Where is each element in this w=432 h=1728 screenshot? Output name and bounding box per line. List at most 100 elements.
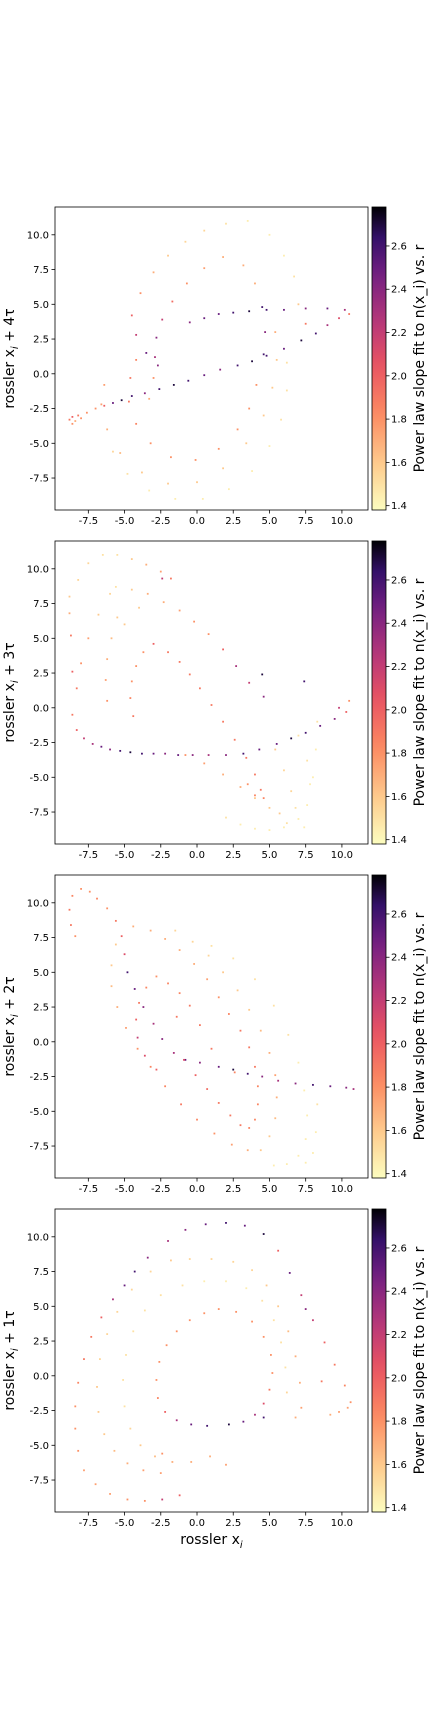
scatter-point (288, 1272, 291, 1274)
y-tick-label: 10.0 (27, 898, 49, 909)
x-tick-label: 0.0 (189, 516, 205, 527)
scatter-point (246, 783, 249, 786)
scatter-point (285, 1163, 288, 1165)
x-tick-label: 5.0 (262, 1518, 278, 1529)
scatter-point (329, 1085, 332, 1088)
scatter-point (338, 706, 340, 709)
scatter-point (345, 1086, 348, 1089)
scatter-point (265, 354, 268, 357)
scatter-point (222, 256, 224, 258)
scatter-point (256, 1085, 259, 1088)
scatter-point (304, 307, 307, 310)
scatter-point (126, 1498, 129, 1501)
scatter-point (300, 339, 303, 342)
scatter-point (174, 929, 177, 932)
scatter-point (343, 1384, 346, 1387)
scatter-point (268, 233, 271, 236)
x-tick-label: -2.5 (151, 850, 171, 861)
y-tick-label: 2.5 (33, 1003, 49, 1014)
scatter-point (112, 402, 114, 404)
scatter-point (254, 1413, 256, 1416)
scatter-point (191, 754, 194, 756)
scatter-point (283, 254, 285, 257)
scatter-point (178, 661, 181, 663)
scatter-point (227, 1423, 230, 1426)
scatter-point (285, 822, 288, 825)
scatter-point (162, 601, 165, 604)
scatter-point (155, 975, 158, 978)
colorbar-label: Power law slope fit to n(x_i) vs. r (412, 1246, 428, 1474)
scatter-point (306, 759, 309, 762)
scatter-point (225, 1463, 227, 1466)
chart-panel-4: -7.5 -5.0 -2.5 0.0 2.5 5.0 7.5 10.0 -7.5 -5.0 -2.5… (2, 1208, 428, 1551)
scatter-point (233, 1071, 236, 1074)
scatter-point (71, 670, 74, 673)
scatter-point (188, 1319, 191, 1322)
y-tick-label: 10.0 (27, 230, 49, 241)
scatter-point (138, 606, 140, 609)
y-axis-label: rossler xi + 3τ (2, 642, 21, 742)
scatter-point (274, 331, 277, 333)
scatter-point (94, 407, 97, 410)
scatter-point (262, 414, 265, 417)
scatter-point (345, 711, 348, 713)
scatter-point (297, 818, 300, 820)
scatter-point (183, 1058, 185, 1061)
scatter-point (152, 271, 155, 274)
x-tick-label: 0.0 (189, 850, 205, 861)
scatter-point (148, 489, 151, 492)
scatter-point (217, 996, 220, 999)
scatter-point (232, 957, 235, 960)
scatter-point (338, 1411, 340, 1413)
scatter-point (236, 364, 239, 367)
scatter-point (314, 332, 317, 335)
scatter-point (129, 377, 132, 379)
scatter-point (254, 1065, 256, 1068)
colorbar-tick-label: 1.6 (391, 458, 407, 469)
scatter-point (135, 358, 138, 361)
scatter-point (145, 986, 148, 989)
scatter-point (159, 1294, 162, 1297)
scatter-point (312, 1319, 314, 1322)
scatter-point (304, 1138, 307, 1140)
scatter-point (222, 467, 224, 470)
scatter-point (103, 384, 106, 386)
scatter-point (104, 679, 107, 681)
scatter-point (319, 724, 322, 727)
scatter-point (114, 919, 117, 922)
scatter-point (227, 1013, 230, 1015)
scatter-point (71, 415, 74, 418)
scatter-point (80, 662, 82, 665)
scatter-point (164, 1411, 167, 1413)
scatter-point (298, 1381, 301, 1384)
y-tick-label: 2.5 (33, 335, 49, 346)
scatter-point (156, 364, 159, 367)
scatter-point (125, 1026, 127, 1029)
scatter-point (248, 1046, 251, 1049)
scatter-point (68, 595, 71, 598)
scatter-point (225, 1280, 227, 1283)
scatter-point (316, 720, 319, 723)
scatter-point (251, 1320, 253, 1323)
scatter-point (217, 1308, 220, 1310)
x-tick-label: -7.5 (79, 850, 99, 861)
scatter-point (181, 1284, 184, 1287)
scatter-point (239, 1029, 242, 1032)
scatter-point (87, 637, 90, 640)
scatter-point (100, 403, 103, 406)
scatter-point (74, 935, 77, 938)
colorbar (371, 874, 387, 1179)
scatter-point (193, 963, 196, 965)
scatter-point (201, 497, 204, 500)
x-axis-label: rossler xi (180, 1532, 243, 1551)
scatter-point (213, 1132, 216, 1135)
scatter-point (152, 642, 155, 645)
scatter-point (128, 400, 130, 403)
scatter-point (283, 826, 285, 829)
scatter-point (314, 748, 317, 751)
scatter-point (262, 353, 265, 356)
scatter-point (184, 754, 187, 756)
y-axis-label: rossler xi + 1τ (2, 1310, 21, 1410)
plot-area (54, 874, 369, 1179)
scatter-point (132, 925, 135, 928)
